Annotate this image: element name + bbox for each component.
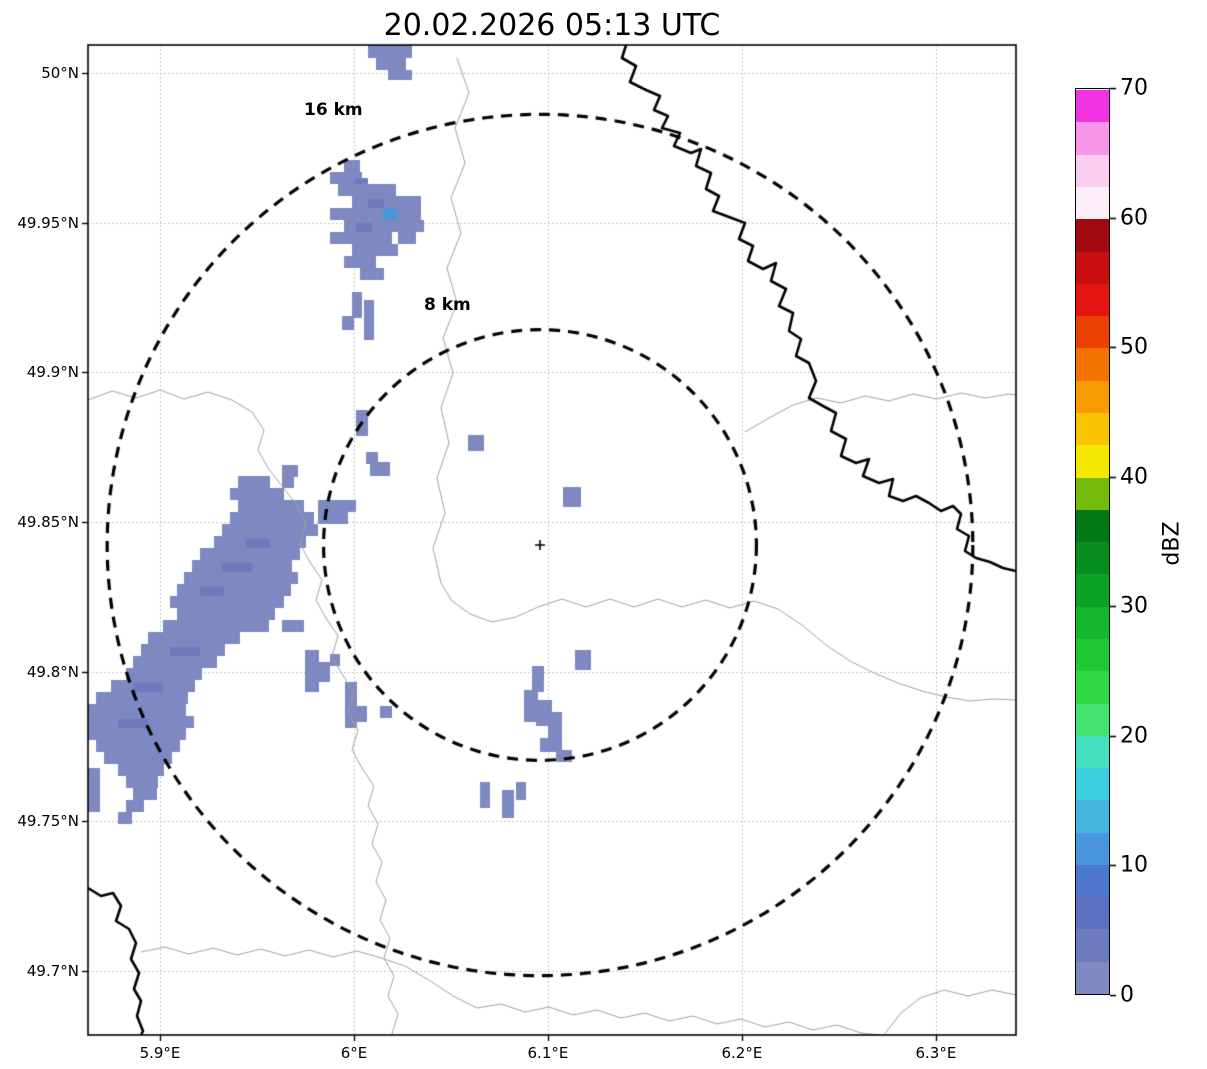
figure-title: 20.02.2026 05:13 UTC xyxy=(383,8,721,43)
colorbar-segment xyxy=(1076,702,1109,736)
colorbar-segment xyxy=(1076,154,1109,188)
y-axis-tick-label: 49.85°N xyxy=(17,512,79,531)
colorbar-segment xyxy=(1076,251,1109,284)
colorbar-tick-label: 30 xyxy=(1120,593,1148,619)
x-axis-tick-label: 6.1°E xyxy=(527,1044,569,1062)
colorbar-tick-label: 0 xyxy=(1120,982,1134,1008)
x-axis-tick-label: 6.3°E xyxy=(915,1044,957,1062)
x-axis-tick-label: 5.9°E xyxy=(139,1044,181,1062)
colorbar-segment xyxy=(1076,832,1109,865)
colorbar-segment xyxy=(1076,896,1109,930)
colorbar-segment xyxy=(1076,476,1109,510)
y-axis-tick-label: 49.8°N xyxy=(26,662,79,681)
colorbar-segment xyxy=(1076,121,1109,155)
y-axis-tick-label: 49.9°N xyxy=(26,363,79,382)
colorbar-segment xyxy=(1076,735,1109,769)
range-ring-label-8km: 8 km xyxy=(424,295,471,315)
colorbar-tick-label: 40 xyxy=(1120,464,1148,490)
colorbar-tick-label: 60 xyxy=(1120,205,1148,231)
colorbar-segment xyxy=(1076,767,1109,801)
colorbar-segment xyxy=(1076,444,1109,478)
colorbar-segment xyxy=(1076,928,1109,962)
y-axis-tick-label: 49.7°N xyxy=(26,961,79,980)
y-axis-tick-label: 50°N xyxy=(41,63,79,82)
colorbar-segment xyxy=(1076,573,1109,607)
colorbar-tick-label: 10 xyxy=(1120,852,1148,878)
colorbar-segment xyxy=(1076,799,1109,833)
x-axis-tick-label: 6°E xyxy=(340,1044,368,1062)
colorbar-segment xyxy=(1076,606,1109,639)
colorbar xyxy=(1075,88,1110,995)
colorbar-segment xyxy=(1076,186,1109,220)
colorbar-unit-label: dBZ xyxy=(1159,521,1185,566)
colorbar-segment xyxy=(1076,509,1109,543)
colorbar-segment xyxy=(1076,670,1109,704)
colorbar-segment xyxy=(1076,541,1109,575)
colorbar-segment xyxy=(1076,89,1109,123)
colorbar-segment xyxy=(1076,412,1109,446)
colorbar-segment xyxy=(1076,380,1109,413)
colorbar-segment xyxy=(1076,315,1109,349)
colorbar-segment xyxy=(1076,638,1109,672)
colorbar-segment xyxy=(1076,218,1109,252)
colorbar-segment xyxy=(1076,961,1109,994)
colorbar-segment xyxy=(1076,864,1109,898)
colorbar-segment xyxy=(1076,347,1109,381)
x-axis-tick-label: 6.2°E xyxy=(721,1044,763,1062)
y-axis-tick-label: 49.75°N xyxy=(17,812,79,831)
y-axis-tick-label: 49.95°N xyxy=(17,213,79,232)
colorbar-segment xyxy=(1076,283,1109,317)
range-ring-label-16km: 16 km xyxy=(304,100,363,120)
colorbar-tick-label: 50 xyxy=(1120,334,1148,360)
colorbar-tick-label: 20 xyxy=(1120,723,1148,749)
colorbar-tick-label: 70 xyxy=(1120,75,1148,101)
